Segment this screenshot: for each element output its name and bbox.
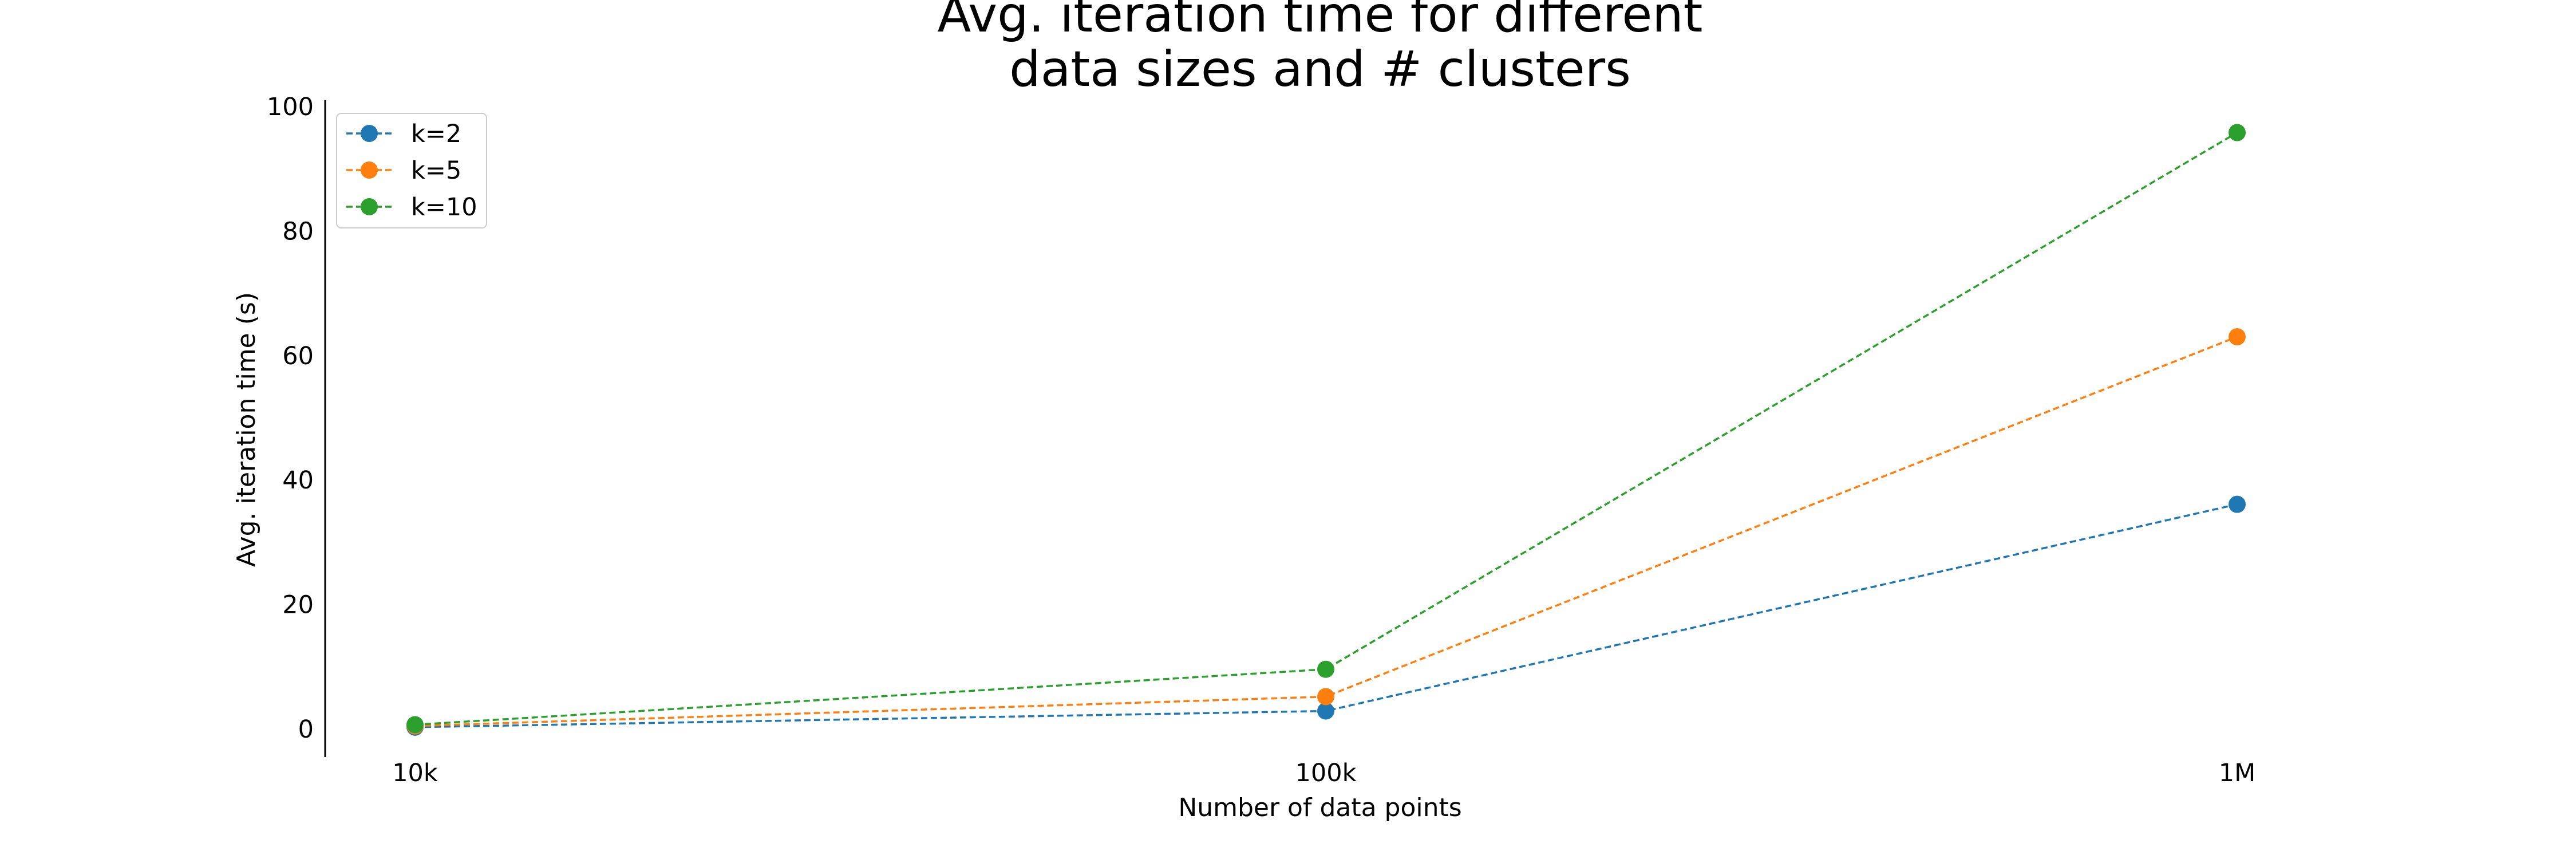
legend-item: k=2	[346, 120, 461, 148]
series-group	[406, 124, 2246, 736]
y-tick-label: 0	[298, 715, 314, 744]
series-k-10	[406, 124, 2246, 734]
data-point	[2229, 495, 2246, 513]
data-point	[2229, 328, 2246, 346]
x-tick-label: 1M	[2219, 759, 2255, 787]
y-tick-label: 100	[267, 93, 314, 121]
data-point	[1317, 702, 1334, 720]
legend: k=2 k=5 k=10	[336, 113, 487, 228]
y-tick-label: 20	[282, 591, 314, 620]
axes: 0 20 40 60 80 100 10k 100k 1M	[267, 93, 2255, 787]
legend-frame	[336, 113, 487, 228]
y-tick-label: 40	[282, 466, 314, 495]
y-tick-label: 80	[282, 217, 314, 246]
x-tick-label: 100k	[1295, 759, 1357, 787]
legend-marker	[361, 125, 378, 142]
legend-item: k=5	[346, 156, 461, 185]
y-tick-label: 60	[282, 342, 314, 371]
data-point	[1317, 688, 1334, 706]
chart-title-line-1: Avg. iteration time for different	[937, 0, 1702, 44]
legend-label: k=2	[411, 120, 461, 148]
data-point	[1317, 660, 1334, 678]
legend-label: k=5	[411, 156, 461, 185]
data-point	[406, 716, 424, 734]
series-line	[414, 132, 2238, 726]
y-axis-label: Avg. iteration time (s)	[232, 292, 261, 567]
legend-label: k=10	[411, 193, 477, 222]
legend-item: k=10	[346, 193, 477, 222]
chart-title-line-2: data sizes and # clusters	[1009, 41, 1631, 98]
legend-marker	[361, 198, 378, 215]
data-point	[2229, 124, 2246, 141]
x-axis-label: Number of data points	[1178, 793, 1461, 822]
x-tick-label: 10k	[392, 759, 438, 787]
legend-marker	[361, 161, 378, 179]
